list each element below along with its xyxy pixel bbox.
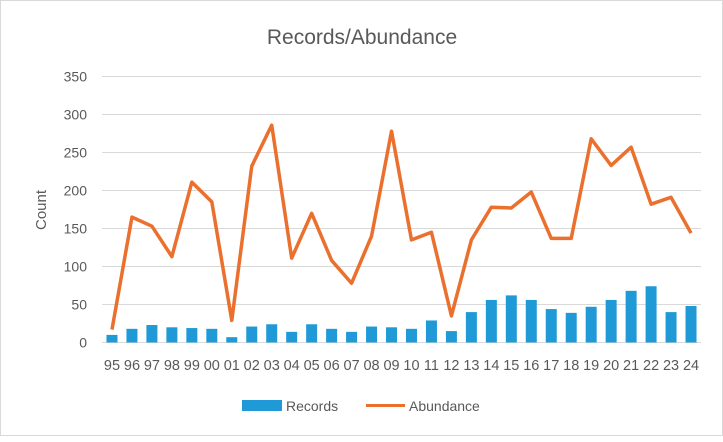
line-abundance	[112, 125, 691, 329]
legend-records-swatch	[242, 400, 282, 411]
bar-records-14	[486, 300, 497, 343]
x-tick-label: 22	[643, 358, 659, 374]
bar-records-13	[466, 312, 477, 342]
bar-records-08	[366, 327, 377, 343]
legend-records-label: Records	[286, 398, 338, 414]
x-tick-label: 24	[683, 358, 699, 374]
x-tick-label: 17	[543, 358, 559, 374]
bar-records-24	[686, 306, 697, 342]
y-tick-label: 0	[79, 335, 87, 351]
x-tick-label: 18	[563, 358, 579, 374]
x-tick-label: 20	[603, 358, 619, 374]
x-tick-label: 10	[403, 358, 419, 374]
bar-records-99	[186, 328, 197, 342]
y-axis-label: Count	[33, 189, 50, 230]
x-tick-label: 23	[663, 358, 679, 374]
bar-records-00	[206, 329, 217, 343]
y-tick-label: 200	[64, 183, 88, 199]
x-tick-label: 00	[204, 358, 220, 374]
y-tick-label: 350	[64, 69, 88, 85]
x-tick-label: 05	[304, 358, 320, 374]
bar-records-98	[166, 327, 177, 342]
x-tick-label: 01	[224, 358, 240, 374]
bar-records-96	[126, 329, 137, 343]
bar-records-97	[146, 325, 157, 342]
bar-records-10	[406, 329, 417, 343]
bar-records-16	[526, 300, 537, 343]
x-tick-label: 02	[244, 358, 260, 374]
bar-records-20	[606, 300, 617, 343]
y-tick-label: 150	[64, 221, 88, 237]
bar-records-11	[426, 320, 437, 342]
bar-records-02	[246, 327, 257, 343]
x-tick-label: 19	[583, 358, 599, 374]
y-tick-label: 50	[71, 297, 87, 313]
bar-records-23	[666, 312, 677, 342]
y-tick-label: 100	[64, 259, 88, 275]
x-tick-label: 11	[424, 358, 439, 374]
x-tick-label: 98	[164, 358, 180, 374]
bar-records-01	[226, 337, 237, 342]
x-tick-label: 16	[523, 358, 539, 374]
x-tick-label: 09	[383, 358, 399, 374]
bar-records-05	[306, 324, 317, 342]
x-tick-label: 14	[483, 358, 499, 374]
x-tick-label: 12	[443, 358, 459, 374]
y-tick-label: 300	[64, 107, 88, 123]
bar-records-18	[566, 313, 577, 343]
y-tick-label: 250	[64, 145, 88, 161]
bar-records-09	[386, 327, 397, 342]
bar-records-95	[106, 335, 117, 343]
x-tick-label: 99	[184, 358, 200, 374]
bar-records-21	[626, 291, 637, 343]
x-tick-label: 07	[344, 358, 360, 374]
x-tick-label: 96	[124, 358, 140, 374]
x-tick-label: 04	[284, 358, 300, 374]
bar-records-22	[646, 286, 657, 342]
x-tick-label: 06	[324, 358, 340, 374]
x-tick-label: 03	[264, 358, 280, 374]
bar-records-06	[326, 329, 337, 343]
bar-records-03	[266, 324, 277, 342]
bar-records-15	[506, 295, 517, 342]
bar-records-12	[446, 331, 457, 342]
chart-title: Records/Abundance	[267, 26, 457, 49]
bar-records-19	[586, 307, 597, 343]
bar-records-07	[346, 332, 357, 343]
x-tick-label: 13	[463, 358, 479, 374]
legend-abundance-label: Abundance	[409, 398, 480, 414]
x-tick-label: 21	[623, 358, 639, 374]
x-tick-label: 95	[104, 358, 120, 374]
x-tick-label: 97	[144, 358, 160, 374]
bar-records-04	[286, 332, 297, 343]
x-tick-label: 08	[363, 358, 379, 374]
x-tick-label: 15	[503, 358, 519, 374]
bar-records-17	[546, 309, 557, 342]
